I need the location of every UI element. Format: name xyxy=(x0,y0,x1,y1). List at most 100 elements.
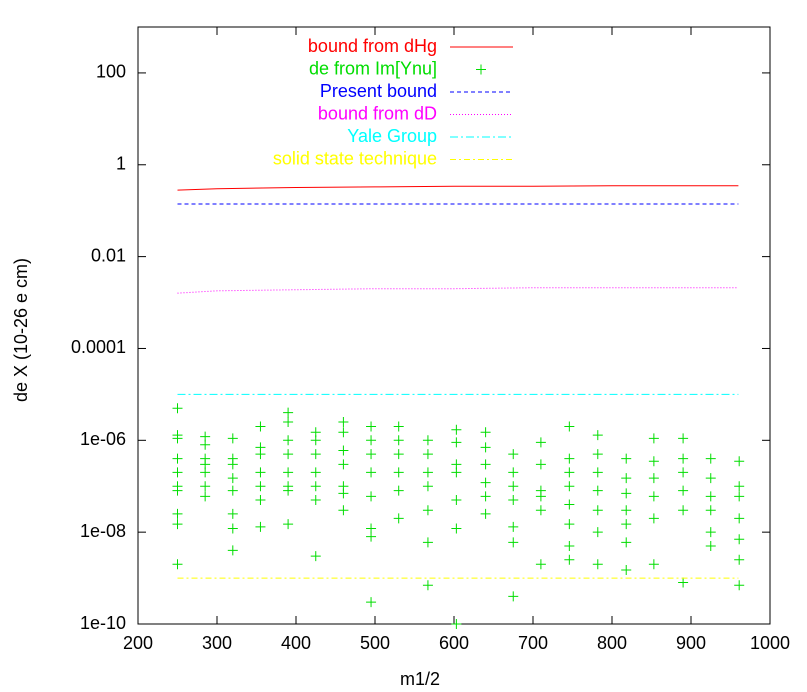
scatter-point xyxy=(393,485,404,496)
scatter-point xyxy=(705,505,716,516)
scatter-point xyxy=(508,521,519,532)
scatter-point xyxy=(172,453,183,464)
scatter-point xyxy=(480,427,491,438)
scatter-point xyxy=(564,554,575,565)
scatter-point xyxy=(338,445,349,456)
scatter-point xyxy=(172,433,183,444)
scatter-point xyxy=(535,505,546,516)
scatter-point xyxy=(422,580,433,591)
scatter-point xyxy=(705,527,716,538)
x-tick-label: 200 xyxy=(123,633,153,653)
scatter-point xyxy=(648,456,659,467)
scatter-point xyxy=(621,519,632,530)
scatter-point xyxy=(705,453,716,464)
scatter-point xyxy=(678,467,689,478)
scatter-point xyxy=(508,481,519,492)
scatter-point xyxy=(451,437,462,448)
scatter-point xyxy=(621,453,632,464)
scatter-point xyxy=(564,467,575,478)
scatter-point xyxy=(648,433,659,444)
scatter-point xyxy=(283,417,294,428)
scatter-point xyxy=(508,591,519,602)
scatter-point xyxy=(393,421,404,432)
scatter-point xyxy=(227,473,238,484)
scatter-point xyxy=(283,449,294,460)
scatter-point xyxy=(451,619,462,629)
scatter-point xyxy=(592,485,603,496)
x-axis-label: m1/2 xyxy=(400,669,440,689)
legend-label: solid state technique xyxy=(273,148,437,168)
scatter-point xyxy=(451,424,462,435)
scatter-point xyxy=(621,564,632,575)
scatter-point xyxy=(172,508,183,519)
scatter-point xyxy=(535,459,546,470)
scatter-point xyxy=(678,485,689,496)
scatter-point xyxy=(393,435,404,446)
x-tick-label: 400 xyxy=(281,633,311,653)
scatter-point xyxy=(338,417,349,428)
y-tick-label: 1 xyxy=(116,154,126,174)
x-tick-label: 300 xyxy=(202,633,232,653)
scatter-point xyxy=(480,491,491,502)
scatter-point xyxy=(564,421,575,432)
scatter-point xyxy=(310,495,321,506)
scatter-point xyxy=(338,427,349,438)
scatter-point xyxy=(422,537,433,548)
scatter-point xyxy=(172,467,183,478)
legend-label: bound from dD xyxy=(318,103,437,123)
y-axis-label: de X (10-26 e cm) xyxy=(11,258,31,402)
scatter-point xyxy=(366,531,377,542)
scatter-point xyxy=(648,559,659,570)
scatter-point xyxy=(734,513,745,524)
scatter-point xyxy=(366,467,377,478)
scatter-point xyxy=(338,488,349,499)
scatter-point xyxy=(451,523,462,534)
scatter-point xyxy=(227,523,238,534)
scatter-point xyxy=(422,467,433,478)
scatter-point xyxy=(535,559,546,570)
scatter-point xyxy=(734,534,745,545)
scatter-point xyxy=(621,537,632,548)
y-tick-label: 1e-08 xyxy=(80,521,126,541)
scatter-point xyxy=(705,491,716,502)
scatter-point xyxy=(227,508,238,519)
x-tick-label: 800 xyxy=(597,633,627,653)
y-tick-label: 100 xyxy=(96,62,126,82)
legend-label: de from Im[Ynu] xyxy=(309,58,437,78)
scatter-point xyxy=(422,435,433,446)
scatter-point xyxy=(508,537,519,548)
scatter-point xyxy=(227,433,238,444)
plot-frame xyxy=(137,26,771,625)
scatter-point xyxy=(255,449,266,460)
scatter-point xyxy=(255,481,266,492)
scatter-point xyxy=(227,485,238,496)
scatter-point xyxy=(255,421,266,432)
scatter-point xyxy=(422,449,433,460)
scatter-point xyxy=(592,430,603,441)
scatter-point xyxy=(678,453,689,464)
scatter-point xyxy=(283,519,294,530)
scatter-point xyxy=(366,449,377,460)
scatter-point xyxy=(734,491,745,502)
scatter-point xyxy=(283,467,294,478)
scatter-point xyxy=(310,481,321,492)
scatter-point xyxy=(393,449,404,460)
scatter-point xyxy=(564,540,575,551)
scatter-point xyxy=(480,508,491,519)
scatter-point xyxy=(734,554,745,565)
scatter-point xyxy=(310,551,321,562)
legend-symbol xyxy=(476,64,486,75)
scatter-point xyxy=(678,577,689,588)
scatter-point xyxy=(200,467,211,478)
series-line xyxy=(177,287,739,294)
scatter-point xyxy=(592,559,603,570)
scatter-point xyxy=(621,488,632,499)
scatter-point xyxy=(422,505,433,516)
legend-label: Yale Group xyxy=(347,126,437,146)
scatter-point xyxy=(648,491,659,502)
scatter-point xyxy=(227,545,238,556)
scatter-point xyxy=(255,495,266,506)
scatter-point xyxy=(564,499,575,510)
x-tick-label: 700 xyxy=(518,633,548,653)
